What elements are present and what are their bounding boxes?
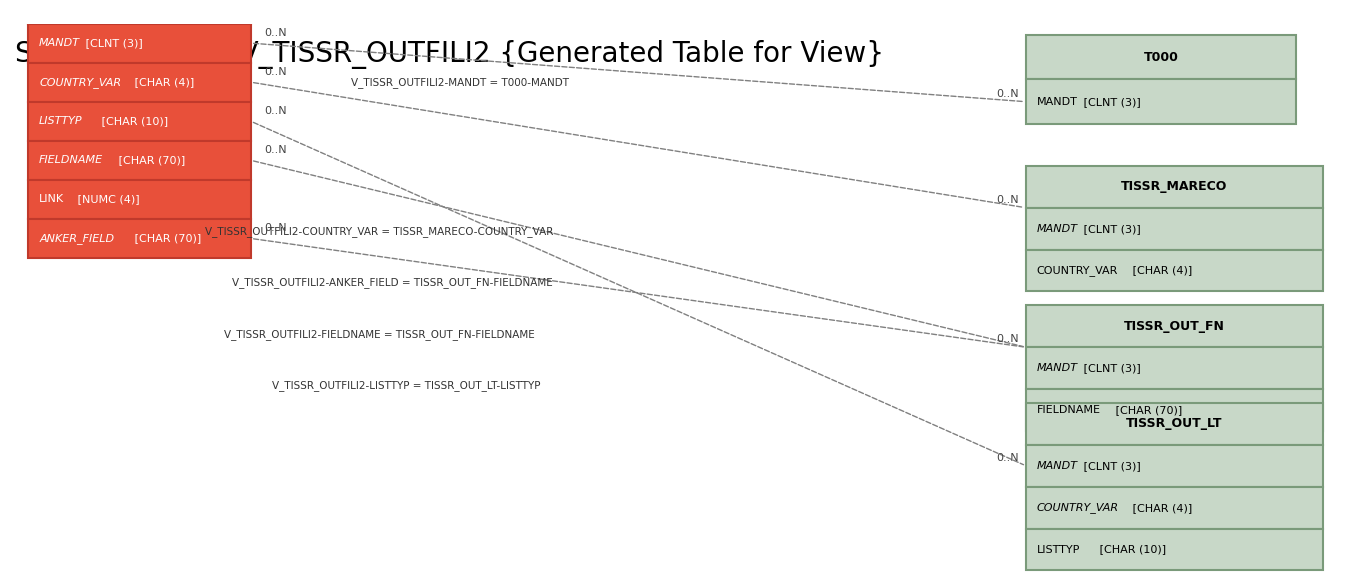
Text: [CLNT (3)]: [CLNT (3)] <box>1079 224 1140 234</box>
Text: LISTTYP: LISTTYP <box>1036 545 1081 554</box>
FancyBboxPatch shape <box>28 219 251 258</box>
FancyBboxPatch shape <box>28 141 251 180</box>
Text: [CHAR (4)]: [CHAR (4)] <box>131 77 195 87</box>
Text: MANDT: MANDT <box>1036 97 1078 107</box>
FancyBboxPatch shape <box>28 0 251 23</box>
Text: [CLNT (3)]: [CLNT (3)] <box>82 38 143 48</box>
FancyBboxPatch shape <box>1025 35 1296 79</box>
Text: MANDT: MANDT <box>1036 363 1078 373</box>
Text: COUNTRY_VAR: COUNTRY_VAR <box>1036 265 1119 276</box>
Text: MANDT: MANDT <box>39 38 80 48</box>
Text: V_TISSR_OUTFILI2-MANDT = T000-MANDT: V_TISSR_OUTFILI2-MANDT = T000-MANDT <box>351 78 569 88</box>
Text: [CHAR (10)]: [CHAR (10)] <box>99 116 169 127</box>
FancyBboxPatch shape <box>1025 305 1323 347</box>
FancyBboxPatch shape <box>28 101 251 141</box>
Text: V_TISSR_OUTFILI2-COUNTRY_VAR = TISSR_MARECO-COUNTRY_VAR: V_TISSR_OUTFILI2-COUNTRY_VAR = TISSR_MAR… <box>205 226 553 237</box>
Text: T000: T000 <box>1143 51 1178 64</box>
FancyBboxPatch shape <box>28 62 251 101</box>
FancyBboxPatch shape <box>1025 79 1296 124</box>
Text: 0..N: 0..N <box>997 335 1019 345</box>
Text: TISSR_MARECO: TISSR_MARECO <box>1121 180 1228 194</box>
Text: 0..N: 0..N <box>997 195 1019 205</box>
Text: 0..N: 0..N <box>997 89 1019 99</box>
FancyBboxPatch shape <box>1025 347 1323 389</box>
FancyBboxPatch shape <box>1025 487 1323 529</box>
FancyBboxPatch shape <box>1025 389 1323 431</box>
FancyBboxPatch shape <box>1025 529 1323 570</box>
FancyBboxPatch shape <box>1025 166 1323 208</box>
Text: 0..N: 0..N <box>997 453 1019 463</box>
Text: [CLNT (3)]: [CLNT (3)] <box>1079 97 1140 107</box>
Text: COUNTRY_VAR: COUNTRY_VAR <box>1036 502 1119 513</box>
FancyBboxPatch shape <box>1025 208 1323 250</box>
Text: 0..N: 0..N <box>265 27 286 37</box>
FancyBboxPatch shape <box>1025 403 1323 445</box>
Text: MANDT: MANDT <box>1036 224 1078 234</box>
Text: V_TISSR_OUTFILI2-ANKER_FIELD = TISSR_OUT_FN-FIELDNAME: V_TISSR_OUTFILI2-ANKER_FIELD = TISSR_OUT… <box>232 277 553 288</box>
Text: [CHAR (4)]: [CHAR (4)] <box>1128 265 1192 276</box>
Text: [CHAR (4)]: [CHAR (4)] <box>1128 503 1192 512</box>
Text: SAP ABAP table V_TISSR_OUTFILI2 {Generated Table for View}: SAP ABAP table V_TISSR_OUTFILI2 {Generat… <box>15 40 884 69</box>
Text: FIELDNAME: FIELDNAME <box>39 155 103 166</box>
Text: [CLNT (3)]: [CLNT (3)] <box>1079 461 1140 471</box>
FancyBboxPatch shape <box>1025 445 1323 487</box>
Text: [CHAR (70)]: [CHAR (70)] <box>131 233 201 244</box>
Text: 0..N: 0..N <box>265 106 286 115</box>
Text: [CLNT (3)]: [CLNT (3)] <box>1079 363 1140 373</box>
FancyBboxPatch shape <box>1025 250 1323 292</box>
Text: V_TISSR_OUTFILI2: V_TISSR_OUTFILI2 <box>77 0 203 10</box>
Text: V_TISSR_OUTFILI2-LISTTYP = TISSR_OUT_LT-LISTTYP: V_TISSR_OUTFILI2-LISTTYP = TISSR_OUT_LT-… <box>272 380 540 391</box>
Text: COUNTRY_VAR: COUNTRY_VAR <box>39 77 122 87</box>
Text: V_TISSR_OUTFILI2-FIELDNAME = TISSR_OUT_FN-FIELDNAME: V_TISSR_OUTFILI2-FIELDNAME = TISSR_OUT_F… <box>223 329 534 340</box>
FancyBboxPatch shape <box>28 23 251 62</box>
Text: [CHAR (70)]: [CHAR (70)] <box>1112 405 1182 415</box>
Text: TISSR_OUT_FN: TISSR_OUT_FN <box>1124 320 1225 333</box>
Text: 0..N: 0..N <box>265 223 286 233</box>
Text: MANDT: MANDT <box>1036 461 1078 471</box>
Text: [CHAR (70)]: [CHAR (70)] <box>115 155 185 166</box>
Text: 0..N: 0..N <box>265 145 286 154</box>
Text: LISTTYP: LISTTYP <box>39 116 82 127</box>
FancyBboxPatch shape <box>28 180 251 219</box>
Text: [CHAR (10)]: [CHAR (10)] <box>1096 545 1166 554</box>
Text: FIELDNAME: FIELDNAME <box>1036 405 1101 415</box>
Text: [NUMC (4)]: [NUMC (4)] <box>74 194 139 205</box>
Text: LINK: LINK <box>39 194 65 205</box>
Text: ANKER_FIELD: ANKER_FIELD <box>39 233 115 244</box>
Text: 0..N: 0..N <box>265 66 286 76</box>
Text: TISSR_OUT_LT: TISSR_OUT_LT <box>1127 417 1223 430</box>
